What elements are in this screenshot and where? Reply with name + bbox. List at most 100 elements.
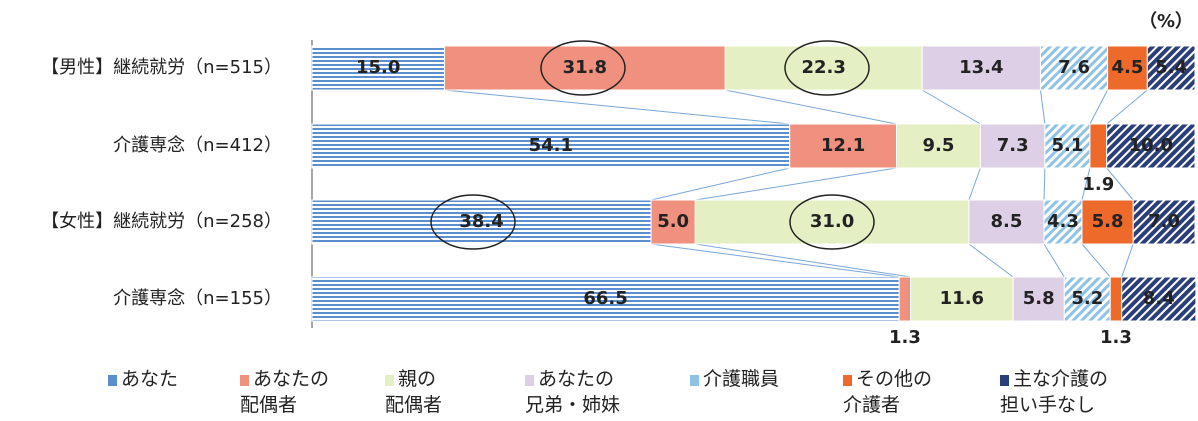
connector-line (444, 89, 790, 125)
category-label: 【女性】継続就労（n=258） (41, 211, 282, 232)
value-label: 7.0 (1148, 211, 1180, 232)
value-label: 5.4 (1155, 57, 1187, 78)
bar-segment (650, 199, 696, 245)
legend-label: あなたの 配偶者 (240, 368, 330, 416)
highlight-ellipse (789, 194, 875, 250)
connector-line (968, 243, 1014, 278)
legend-swatch (240, 375, 249, 386)
bar-segment (789, 123, 898, 169)
connector-line (968, 167, 981, 201)
legend-swatch (525, 375, 534, 386)
legend-label: 親の 配偶者 (385, 368, 443, 416)
value-label: 54.1 (529, 135, 573, 156)
legend-label: 主な介護の 担い手なし (1000, 368, 1109, 416)
category-label: 【男性】継続就労（n=515） (41, 57, 282, 78)
highlight-ellipse (430, 194, 516, 250)
category-label: 介護専念（n=155） (113, 287, 282, 309)
value-label: 1.3 (889, 327, 921, 348)
legend-item: 介護職員 (690, 366, 779, 392)
bar-segment (1106, 123, 1196, 169)
bar-segment (910, 276, 1014, 322)
value-label: 1.3 (1100, 327, 1132, 348)
value-label: 13.4 (959, 57, 1003, 78)
connector-line (921, 89, 981, 125)
connector-line (1081, 243, 1111, 278)
bar-segment (898, 276, 912, 322)
bar-segment (311, 45, 445, 91)
bar-segment (1012, 276, 1065, 322)
bar-segment (724, 45, 923, 91)
value-label: 5.0 (657, 211, 689, 232)
connector-line (1043, 167, 1046, 201)
legend-swatch (690, 375, 699, 386)
legend-label: あなたの 兄弟・姉妹 (525, 368, 621, 416)
value-label: 31.0 (810, 211, 854, 232)
legend-item: 主な介護の 担い手なし (1000, 366, 1108, 418)
legend-item: あなたの 配偶者 (240, 366, 329, 418)
value-label: 4.3 (1047, 211, 1079, 232)
value-label: 10.0 (1129, 135, 1173, 156)
value-label: 15.0 (356, 57, 400, 78)
legend-item: 親の 配偶者 (385, 366, 442, 418)
legend-label: あなた (121, 368, 179, 390)
value-label: 4.5 (1112, 57, 1144, 78)
legend-label: 介護職員 (703, 368, 780, 390)
connector-line (650, 167, 790, 201)
bar-segment (1146, 45, 1196, 91)
value-label: 9.5 (923, 135, 955, 156)
connector-line (1121, 243, 1134, 278)
value-label: 5.1 (1051, 135, 1083, 156)
value-label: 11.6 (940, 288, 984, 309)
bar-segment (968, 199, 1045, 245)
value-label: 7.6 (1058, 57, 1090, 78)
bar-segment (694, 199, 970, 245)
connector-line (1106, 167, 1134, 201)
bar-segment (1063, 276, 1111, 322)
bar-segment (1107, 45, 1148, 91)
bar-segment (896, 123, 981, 169)
connector-line (651, 243, 900, 278)
bar-segment (1109, 276, 1123, 322)
legend-swatch (108, 375, 117, 386)
connector-line (695, 243, 911, 278)
connector-line (1089, 89, 1109, 125)
value-label: 22.3 (801, 57, 845, 78)
legend-swatch (843, 375, 852, 386)
value-label: 1.9 (1082, 174, 1114, 195)
value-label: 8.4 (1143, 288, 1175, 309)
legend-item: その他の 介護者 (843, 366, 932, 418)
connector-line (1043, 243, 1065, 278)
bar-segment (1132, 199, 1196, 245)
legend-item: あなた (108, 366, 178, 392)
highlight-ellipse (784, 40, 870, 96)
unit-label: （%） (1139, 11, 1193, 32)
bar-segment (443, 45, 726, 91)
connector-line (695, 167, 897, 201)
legend-swatch (385, 375, 394, 386)
value-label: 8.5 (991, 211, 1023, 232)
legend-swatch (1000, 375, 1009, 386)
bar-segment (921, 45, 1041, 91)
value-label: 38.4 (459, 211, 503, 232)
bar-segment (1043, 199, 1083, 245)
bar-segment (311, 276, 900, 322)
bar-segment (311, 123, 791, 169)
value-label: 5.8 (1092, 211, 1124, 232)
connector-line (1039, 89, 1046, 125)
bar-segment (1039, 45, 1109, 91)
bar-segment (311, 199, 652, 245)
connector-line (1106, 89, 1148, 125)
bar-segment (1044, 123, 1091, 169)
bar-segment (979, 123, 1046, 169)
bar-segment (1121, 276, 1197, 322)
category-label: 介護専念（n=412） (113, 134, 282, 156)
connector-line (1081, 167, 1091, 201)
value-label: 31.8 (563, 57, 607, 78)
highlight-ellipse (540, 40, 626, 96)
value-label: 12.1 (821, 135, 865, 156)
value-label: 5.2 (1071, 288, 1103, 309)
value-label: 7.3 (997, 135, 1029, 156)
connector-line (725, 89, 897, 125)
